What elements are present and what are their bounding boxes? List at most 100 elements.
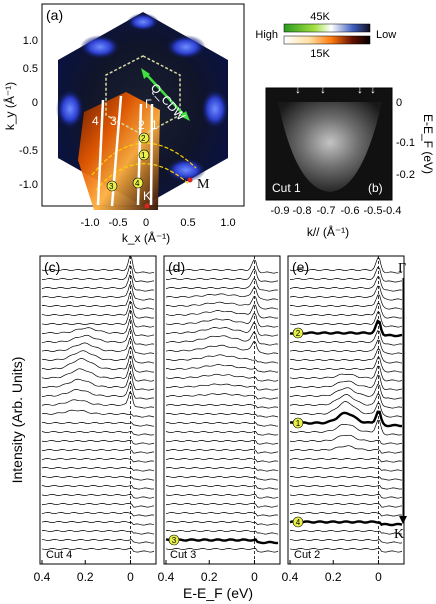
edc-marker-circle	[292, 327, 304, 339]
fermi-contour	[95, 163, 191, 191]
edc-curve	[165, 404, 279, 409]
edc-curve	[289, 266, 403, 283]
edc-curve	[165, 287, 279, 301]
m-point	[187, 177, 193, 183]
edc-marker-circle	[292, 417, 304, 429]
edc-curve	[41, 372, 155, 391]
edc-curve	[165, 364, 279, 373]
gamma-to-k-arrowhead	[399, 516, 407, 524]
colorbar-15k	[283, 35, 371, 45]
marker-number: 1	[141, 151, 146, 160]
x-tick-label: -0.6	[341, 205, 360, 217]
edc-curve	[289, 530, 403, 535]
edc-x-tick-label: 0	[251, 570, 258, 584]
edc-curve	[41, 292, 155, 310]
edc-curve	[41, 255, 155, 274]
edc-curve	[289, 419, 403, 436]
colorbar-top-label: 45K	[310, 11, 330, 23]
edc-curve-highlight	[289, 520, 403, 527]
edc-curve	[165, 512, 279, 517]
panel-b-frame	[265, 87, 393, 201]
panel-b: ↓ ↓ ↓ ↓ Cut 1 (b) -0.9 -0.8 -0.7 -0.6 -0…	[265, 82, 435, 239]
edc-curve	[165, 268, 279, 283]
edc-curve	[289, 494, 403, 499]
panel-b-label: (b)	[368, 181, 383, 195]
edc-curve-highlight	[165, 538, 279, 545]
edc-curve	[41, 274, 155, 292]
marker-circle	[132, 177, 144, 189]
edc-curve	[289, 503, 403, 508]
edc-frame	[163, 255, 281, 565]
edc-curve	[165, 503, 279, 508]
edc-curve	[41, 521, 155, 526]
marker-number: 4	[135, 179, 140, 188]
x-tick-label: -0.5	[109, 217, 128, 229]
edc-curve	[41, 440, 155, 445]
edc-panels: (c) Cut 4 0.4 0.2 0 3 (d) Cut 3 0.4 0.2 0 2 1 4 (e) Cut…	[34, 255, 405, 584]
edc-curve	[41, 548, 155, 553]
edc-curve	[165, 341, 279, 355]
colorbar-low-label: Low	[376, 29, 396, 41]
edc-curve	[41, 485, 155, 490]
edc-curve	[289, 303, 403, 319]
edc-curve	[41, 328, 155, 346]
band-dispersion	[278, 102, 382, 192]
edc-curve	[41, 503, 155, 508]
edc-curve	[165, 259, 279, 274]
edc-x-tick-label: 0.4	[34, 570, 51, 584]
edc-x-tick-label: 0	[127, 570, 134, 584]
edc-x-tick-label: 0.2	[201, 570, 218, 584]
panel-b-cut-label: Cut 1	[272, 181, 301, 195]
edc-marker-number: 2	[296, 329, 301, 338]
edc-curve	[289, 383, 402, 400]
gamma-arrow-label: Γ	[398, 261, 406, 276]
edc-curve	[289, 512, 403, 517]
intensity-blob	[201, 89, 229, 129]
edc-curve	[289, 539, 403, 544]
edc-curve	[165, 313, 279, 328]
edc-panel-label: (c)	[44, 259, 60, 275]
kf-arrow: ↓	[320, 82, 326, 96]
colorbar-45k	[283, 23, 371, 33]
edc-curve	[289, 357, 403, 373]
edc-panel-label: (e)	[292, 259, 309, 275]
edc-curve	[41, 391, 155, 409]
intensity-blob	[80, 35, 120, 59]
edc-axes-labels: Intensity (Arb. Units) E-E_F (eV) Γ K	[9, 261, 407, 601]
edc-curve-highlight	[289, 319, 403, 338]
intensity-blob	[56, 89, 84, 129]
intensity-blob	[166, 35, 206, 59]
edc-curve	[289, 339, 403, 355]
edc-curve	[289, 285, 403, 301]
y-tick-label: -0.5	[19, 145, 38, 157]
qcdw-arrow	[145, 73, 185, 116]
edc-curve	[165, 413, 279, 418]
x-tick-label: -0.5	[364, 205, 383, 217]
edc-y-axis-label: Intensity (Arb. Units)	[9, 357, 25, 484]
edc-curve	[41, 355, 155, 373]
x-tick-label: 1.0	[220, 217, 235, 229]
edc-curve	[165, 440, 279, 445]
qcdw-arrow-head	[141, 68, 150, 79]
colorbar: 45K High Low 15K	[255, 11, 396, 60]
edc-marker-number: 4	[296, 518, 301, 527]
cut-number-1: 1	[151, 118, 158, 132]
edc-x-tick-label: 0.2	[325, 570, 342, 584]
edc-curve	[41, 264, 155, 283]
marker-number: 3	[109, 182, 114, 191]
intensity-blob	[166, 158, 206, 182]
edc-curve	[289, 393, 403, 409]
edc-curve	[165, 458, 279, 463]
edc-panel-c: (c) Cut 4 0.4 0.2 0	[34, 255, 157, 584]
edc-x-tick-label: 0.4	[158, 570, 175, 584]
edc-x-tick-label: 0.2	[77, 570, 94, 584]
edc-curve	[165, 393, 278, 400]
edc-curve	[165, 530, 279, 535]
edc-curve	[41, 337, 155, 355]
edc-x-tick-label: 0.4	[282, 570, 299, 584]
edc-marker-number: 1	[296, 419, 301, 428]
edc-curve	[289, 434, 403, 445]
x-tick-label: 0	[143, 217, 149, 229]
edc-curve	[289, 374, 403, 391]
panel-a-label: (a)	[46, 7, 63, 23]
